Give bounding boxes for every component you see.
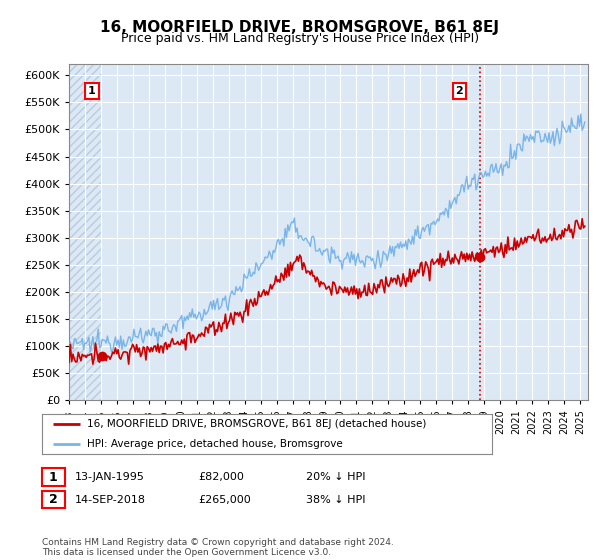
Text: 14-SEP-2018: 14-SEP-2018 <box>75 494 146 505</box>
Text: 16, MOORFIELD DRIVE, BROMSGROVE, B61 8EJ: 16, MOORFIELD DRIVE, BROMSGROVE, B61 8EJ <box>101 20 499 35</box>
Text: £82,000: £82,000 <box>198 472 244 482</box>
Text: 1: 1 <box>88 86 96 96</box>
Text: Contains HM Land Registry data © Crown copyright and database right 2024.
This d: Contains HM Land Registry data © Crown c… <box>42 538 394 557</box>
Text: HPI: Average price, detached house, Bromsgrove: HPI: Average price, detached house, Brom… <box>87 439 343 449</box>
Text: 16, MOORFIELD DRIVE, BROMSGROVE, B61 8EJ (detached house): 16, MOORFIELD DRIVE, BROMSGROVE, B61 8EJ… <box>87 419 427 429</box>
Text: £265,000: £265,000 <box>198 494 251 505</box>
Text: 13-JAN-1995: 13-JAN-1995 <box>75 472 145 482</box>
Text: 38% ↓ HPI: 38% ↓ HPI <box>306 494 365 505</box>
Text: 1: 1 <box>49 470 58 484</box>
Text: 2: 2 <box>455 86 463 96</box>
Text: Price paid vs. HM Land Registry's House Price Index (HPI): Price paid vs. HM Land Registry's House … <box>121 32 479 45</box>
Polygon shape <box>69 64 101 400</box>
Text: 20% ↓ HPI: 20% ↓ HPI <box>306 472 365 482</box>
Text: 2: 2 <box>49 493 58 506</box>
